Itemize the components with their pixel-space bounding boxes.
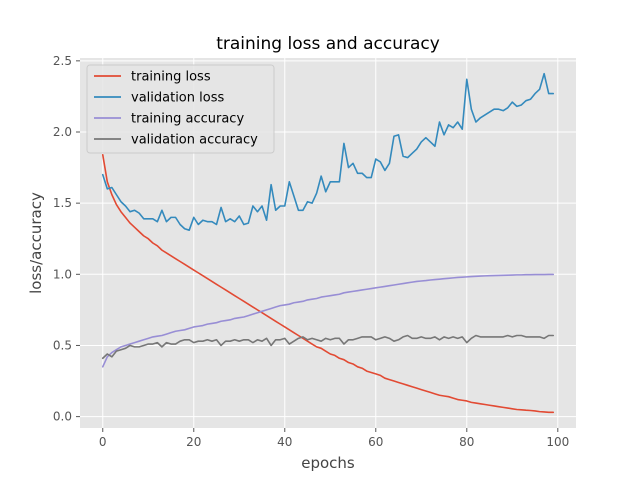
series-line-training-loss [101, 153, 555, 414]
series-line-validation-accuracy [101, 334, 555, 360]
y-tick-label: 0.0 [53, 410, 72, 424]
y-tick-label: 1.5 [53, 196, 72, 210]
x-tick-label: 40 [277, 435, 292, 449]
y-tick-label: 1.0 [53, 267, 72, 281]
x-axis-ticks: 0 20 40 60 80 100 [99, 428, 569, 449]
series-line-validation-loss [101, 72, 555, 231]
series-lines [101, 72, 555, 414]
series-line-training-accuracy [101, 273, 555, 368]
legend-label: validation loss [131, 91, 224, 106]
legend-label: training loss [131, 70, 211, 85]
x-tick-label: 80 [459, 435, 474, 449]
legend-label: training accuracy [131, 112, 244, 127]
x-tick-label: 20 [186, 435, 201, 449]
x-tick-label: 0 [99, 435, 107, 449]
y-axis-ticks: 0.0 0.5 1.0 1.5 2.0 2.5 [53, 54, 80, 424]
legend-label: validation accuracy [131, 133, 258, 148]
chart-title: training loss and accuracy [216, 34, 440, 54]
legend-box [86, 64, 275, 154]
x-tick-label: 100 [546, 435, 569, 449]
y-tick-label: 0.5 [53, 338, 72, 352]
legend: training loss validation loss training acc… [86, 64, 275, 154]
y-tick-label: 2.5 [53, 54, 72, 68]
y-tick-label: 2.0 [53, 125, 72, 139]
x-axis-label: epochs [301, 454, 355, 472]
y-axis-label: loss/accuracy [27, 192, 45, 294]
x-tick-label: 60 [368, 435, 383, 449]
